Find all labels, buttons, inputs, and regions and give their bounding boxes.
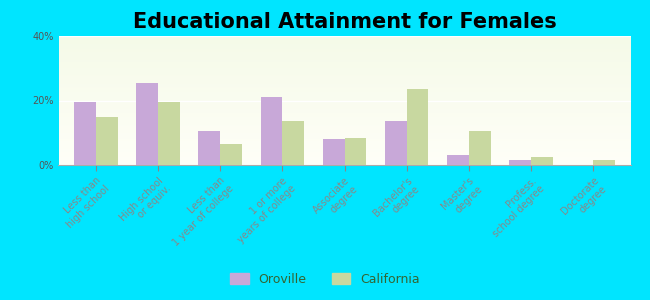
Bar — [344, 138, 366, 165]
Bar — [385, 122, 407, 165]
Bar — [282, 122, 304, 165]
Bar — [447, 155, 469, 165]
Bar — [509, 160, 531, 165]
Bar — [593, 160, 615, 165]
Bar — [198, 131, 220, 165]
Title: Educational Attainment for Females: Educational Attainment for Females — [133, 12, 556, 32]
Bar — [220, 144, 242, 165]
Bar — [531, 157, 552, 165]
Bar — [158, 102, 180, 165]
Bar — [407, 89, 428, 165]
Bar — [136, 83, 158, 165]
Bar — [261, 97, 282, 165]
Bar — [96, 117, 118, 165]
Bar — [323, 139, 345, 165]
Bar — [469, 131, 491, 165]
Legend: Oroville, California: Oroville, California — [225, 268, 425, 291]
Bar — [74, 102, 96, 165]
